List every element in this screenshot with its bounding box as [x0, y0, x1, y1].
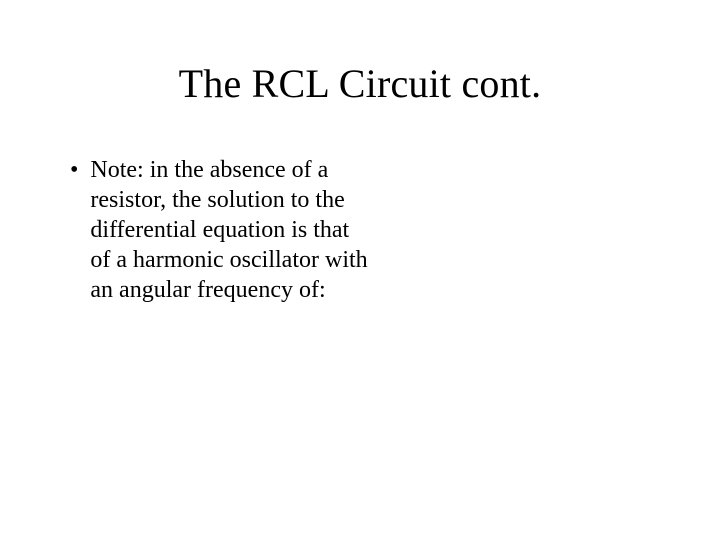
bullet-text: Note: in the absence of a resistor, the … — [90, 155, 370, 305]
slide: The RCL Circuit cont. • Note: in the abs… — [0, 0, 720, 540]
slide-title: The RCL Circuit cont. — [0, 60, 720, 107]
bullet-item: • Note: in the absence of a resistor, th… — [70, 155, 370, 305]
bullet-marker-icon: • — [70, 155, 78, 185]
slide-body: • Note: in the absence of a resistor, th… — [70, 155, 370, 305]
